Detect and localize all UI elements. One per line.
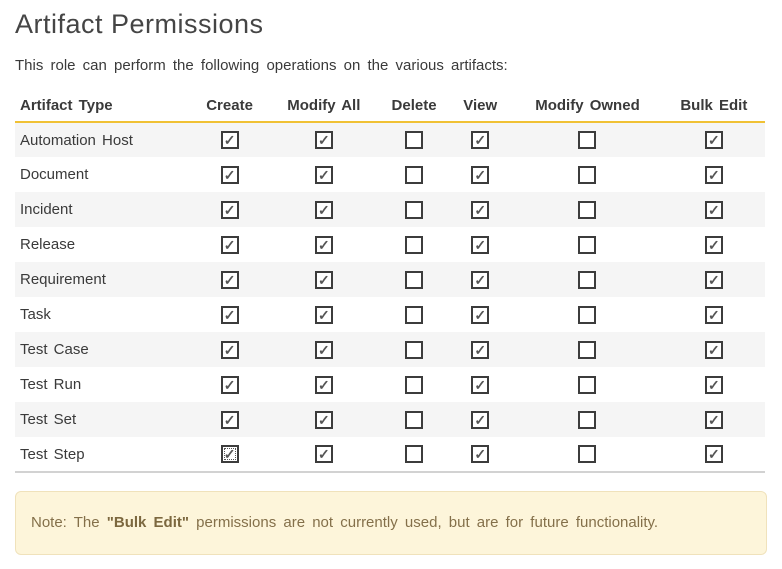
modify-all-checkbox[interactable]: ✓ bbox=[314, 165, 333, 184]
modify-owned-checkbox[interactable] bbox=[578, 270, 597, 289]
modify-owned-checkbox[interactable] bbox=[578, 340, 597, 359]
view-checkbox[interactable]: ✓ bbox=[471, 270, 490, 289]
modify-owned-checkbox[interactable] bbox=[578, 165, 597, 184]
view-checkbox[interactable]: ✓ bbox=[471, 131, 490, 150]
create-checkbox[interactable]: ✓ bbox=[220, 235, 239, 254]
modify-owned-checkbox[interactable] bbox=[578, 131, 597, 150]
delete-checkbox[interactable] bbox=[405, 270, 424, 289]
column-header-view: View bbox=[448, 90, 513, 123]
artifact-type-label: Test Case bbox=[20, 341, 89, 358]
view-checkbox[interactable]: ✓ bbox=[471, 200, 490, 219]
column-header-modify-all: Modify All bbox=[267, 90, 380, 123]
create-checkbox[interactable]: ✓ bbox=[220, 410, 239, 429]
note-suffix: permissions are not currently used, but … bbox=[189, 514, 659, 531]
artifact-type-label: Document bbox=[20, 166, 89, 183]
artifact-type-label: Incident bbox=[20, 201, 73, 218]
table-row: Test Step ✓ ✓ ✓ ✓ bbox=[15, 437, 765, 473]
modify-all-checkbox[interactable]: ✓ bbox=[314, 375, 333, 394]
modify-owned-checkbox[interactable] bbox=[578, 410, 597, 429]
bulk-edit-checkbox[interactable]: ✓ bbox=[704, 305, 723, 324]
note-box: Note: The "Bulk Edit" permissions are no… bbox=[15, 491, 767, 555]
view-checkbox[interactable]: ✓ bbox=[471, 375, 490, 394]
column-header-delete: Delete bbox=[379, 90, 449, 123]
artifact-type-label: Task bbox=[20, 306, 51, 323]
delete-checkbox[interactable] bbox=[405, 305, 424, 324]
modify-owned-checkbox[interactable] bbox=[578, 445, 597, 464]
bulk-edit-checkbox[interactable]: ✓ bbox=[704, 445, 723, 464]
note-bold-segment: "Bulk Edit" bbox=[106, 514, 189, 531]
artifact-type-label: Test Run bbox=[20, 376, 82, 393]
view-checkbox[interactable]: ✓ bbox=[471, 410, 490, 429]
create-checkbox[interactable]: ✓ bbox=[220, 340, 239, 359]
table-row: Automation Host ✓ ✓ ✓ ✓ bbox=[15, 122, 765, 157]
delete-checkbox[interactable] bbox=[405, 200, 424, 219]
artifact-type-label: Test Set bbox=[20, 411, 77, 428]
bulk-edit-checkbox[interactable]: ✓ bbox=[704, 410, 723, 429]
table-row: Document ✓ ✓ ✓ ✓ bbox=[15, 157, 765, 192]
modify-owned-checkbox[interactable] bbox=[578, 200, 597, 219]
bulk-edit-checkbox[interactable]: ✓ bbox=[704, 340, 723, 359]
create-checkbox[interactable]: ✓ bbox=[220, 270, 239, 289]
modify-owned-checkbox[interactable] bbox=[578, 375, 597, 394]
bulk-edit-checkbox[interactable]: ✓ bbox=[704, 131, 723, 150]
modify-all-checkbox[interactable]: ✓ bbox=[314, 305, 333, 324]
page-subtitle: This role can perform the following oper… bbox=[15, 57, 508, 74]
delete-checkbox[interactable] bbox=[405, 445, 424, 464]
artifact-type-label: Release bbox=[20, 236, 76, 253]
table-row: Incident ✓ ✓ ✓ ✓ bbox=[15, 192, 765, 227]
modify-all-checkbox[interactable]: ✓ bbox=[314, 340, 333, 359]
page: Artifact Permissions This role can perfo… bbox=[15, 9, 767, 555]
modify-owned-checkbox[interactable] bbox=[578, 235, 597, 254]
view-checkbox[interactable]: ✓ bbox=[471, 305, 490, 324]
page-title: Artifact Permissions bbox=[15, 9, 264, 39]
modify-all-checkbox[interactable]: ✓ bbox=[314, 235, 333, 254]
delete-checkbox[interactable] bbox=[405, 165, 424, 184]
column-header-modify-owned: Modify Owned bbox=[512, 90, 663, 123]
modify-all-checkbox[interactable]: ✓ bbox=[314, 410, 333, 429]
modify-all-checkbox[interactable]: ✓ bbox=[314, 270, 333, 289]
view-checkbox[interactable]: ✓ bbox=[471, 235, 490, 254]
delete-checkbox[interactable] bbox=[405, 131, 424, 150]
artifact-type-label: Requirement bbox=[20, 271, 106, 288]
bulk-edit-checkbox[interactable]: ✓ bbox=[704, 270, 723, 289]
create-checkbox[interactable]: ✓ bbox=[220, 445, 239, 464]
bulk-edit-checkbox[interactable]: ✓ bbox=[704, 235, 723, 254]
modify-owned-checkbox[interactable] bbox=[578, 305, 597, 324]
view-checkbox[interactable]: ✓ bbox=[471, 340, 490, 359]
modify-all-checkbox[interactable]: ✓ bbox=[314, 200, 333, 219]
column-header-bulk-edit: Bulk Edit bbox=[662, 90, 765, 123]
table-row: Test Run ✓ ✓ ✓ ✓ bbox=[15, 367, 765, 402]
view-checkbox[interactable]: ✓ bbox=[471, 165, 490, 184]
view-checkbox[interactable]: ✓ bbox=[471, 445, 490, 464]
modify-all-checkbox[interactable]: ✓ bbox=[314, 445, 333, 464]
create-checkbox[interactable]: ✓ bbox=[220, 200, 239, 219]
delete-checkbox[interactable] bbox=[405, 235, 424, 254]
create-checkbox[interactable]: ✓ bbox=[220, 375, 239, 394]
table-row: Test Set ✓ ✓ ✓ ✓ bbox=[15, 402, 765, 437]
bulk-edit-checkbox[interactable]: ✓ bbox=[704, 165, 723, 184]
delete-checkbox[interactable] bbox=[405, 410, 424, 429]
delete-checkbox[interactable] bbox=[405, 340, 424, 359]
bulk-edit-checkbox[interactable]: ✓ bbox=[704, 375, 723, 394]
note-text: Note: The "Bulk Edit" permissions are no… bbox=[31, 514, 658, 531]
table-row: Test Case ✓ ✓ ✓ ✓ bbox=[15, 332, 765, 367]
table-row: Task ✓ ✓ ✓ ✓ bbox=[15, 297, 765, 332]
artifact-type-label: Automation Host bbox=[20, 131, 133, 149]
table-row: Requirement ✓ ✓ ✓ ✓ bbox=[15, 262, 765, 297]
column-header-create: Create bbox=[191, 90, 268, 123]
create-checkbox[interactable]: ✓ bbox=[220, 131, 239, 150]
bulk-edit-checkbox[interactable]: ✓ bbox=[704, 200, 723, 219]
table-header-row: Artifact Type Create Modify All Delete V… bbox=[15, 90, 765, 123]
artifact-type-label: Test Step bbox=[15, 437, 192, 473]
create-checkbox[interactable]: ✓ bbox=[220, 305, 239, 324]
modify-all-checkbox[interactable]: ✓ bbox=[314, 131, 333, 150]
column-header-artifact-type: Artifact Type bbox=[15, 90, 192, 123]
note-prefix: Note: The bbox=[31, 514, 107, 531]
delete-checkbox[interactable] bbox=[405, 375, 424, 394]
table-row: Release ✓ ✓ ✓ ✓ bbox=[15, 227, 765, 262]
create-checkbox[interactable]: ✓ bbox=[220, 165, 239, 184]
permissions-table: Artifact Type Create Modify All Delete V… bbox=[15, 90, 765, 473]
